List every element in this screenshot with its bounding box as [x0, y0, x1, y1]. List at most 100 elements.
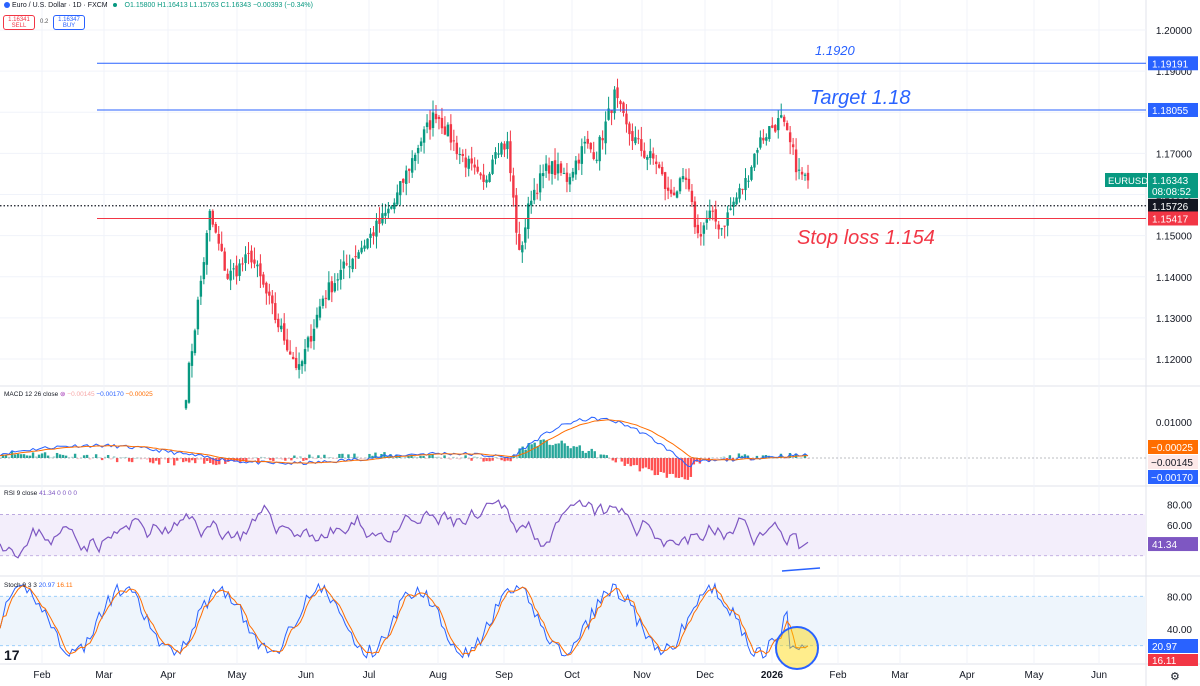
macd-histogram-bar: [593, 451, 596, 458]
macd-histogram-bar: [191, 458, 194, 461]
macd-legend[interactable]: MACD 12 26 close ⊚ −0.00145 −0.00170 −0.…: [4, 390, 153, 398]
macd-histogram-bar: [206, 458, 209, 461]
target-annotation: Target 1.18: [810, 87, 910, 109]
stoch-d-tag: 16.11: [1152, 656, 1177, 667]
candle-body: [217, 233, 220, 244]
candle-body: [744, 178, 747, 191]
macd-histogram-bar: [551, 445, 554, 458]
macd-histogram-bar: [106, 454, 110, 458]
level-annotation: 1.1920: [815, 43, 856, 58]
time-label: Apr: [160, 670, 176, 681]
candle-body: [470, 158, 473, 164]
candle-body: [768, 126, 771, 140]
macd-histogram-bar: [413, 456, 416, 458]
sell-button[interactable]: 1.16341 SELL: [3, 15, 35, 30]
macd-histogram-bar: [677, 458, 681, 478]
macd-histogram-bar: [94, 454, 98, 458]
candle-body: [610, 110, 613, 114]
candle-body: [583, 141, 586, 144]
candle-body: [458, 154, 461, 156]
candle-body: [184, 400, 188, 409]
macd-histogram-bar: [148, 458, 152, 463]
macd-histogram-bar: [356, 456, 359, 458]
macd-histogram-bar: [314, 458, 317, 460]
stoch-legend[interactable]: Stoch 9 3 3 20.97 16.11: [4, 582, 73, 589]
macd-histogram-bar: [632, 458, 635, 466]
macd-histogram-bar: [725, 458, 729, 461]
macd-histogram-bar: [782, 458, 786, 459]
macd-label: MACD 12 26 close: [4, 391, 59, 398]
macd-histogram-bar: [458, 458, 461, 460]
rsi-tag-bg: [1148, 537, 1198, 552]
candle-body: [604, 121, 607, 144]
macd-histogram-bar: [308, 454, 311, 458]
time-label: May: [228, 670, 247, 681]
macd-histogram-bar: [25, 455, 29, 458]
macd-histogram-bar: [374, 452, 377, 458]
price-pane: 1.1920 Target 1.18 Stop loss 1.154: [0, 43, 1146, 411]
macd-histogram-bar: [743, 454, 747, 458]
macd-histogram-bar: [103, 456, 107, 458]
candle-body: [601, 138, 604, 141]
macd-histogram-bar: [605, 455, 608, 458]
candle-body: [753, 153, 756, 168]
price-tick-label: 1.12000: [1156, 355, 1193, 366]
macd-histogram-bar: [386, 455, 389, 458]
macd-histogram-bar: [263, 457, 266, 458]
candle-body: [232, 268, 235, 270]
buy-button[interactable]: 1.16347 BUY: [53, 15, 85, 30]
candle-body: [390, 206, 393, 209]
candle-body: [729, 208, 732, 210]
macd-histogram-bar: [683, 458, 687, 480]
macd-histogram-bar: [410, 454, 413, 458]
macd-histogram-bar: [479, 458, 482, 459]
macd-histogram-bar: [37, 454, 41, 458]
macd-histogram-bar: [518, 448, 521, 458]
candle-body: [705, 219, 709, 223]
time-label: Mar: [95, 670, 113, 681]
candle-body: [684, 177, 688, 180]
macd-histogram-bar: [680, 458, 684, 478]
macd-histogram-bar: [245, 458, 248, 463]
status-dot-icon: [112, 3, 117, 8]
macd-histogram-bar: [509, 458, 512, 462]
candle-body: [649, 151, 652, 159]
macd-histogram-bar: [554, 443, 557, 458]
candle-body: [467, 158, 470, 169]
stoch-k-tag: 20.97: [1152, 642, 1177, 653]
candle-body: [711, 210, 714, 212]
candle-body: [443, 126, 447, 135]
candle-body: [693, 201, 697, 228]
candle-body: [396, 192, 399, 205]
target-price-tag-bg: [1148, 102, 1198, 117]
macd-histogram-bar: [626, 458, 629, 464]
macd-histogram-bar: [130, 458, 134, 463]
macd-histogram-bar: [22, 454, 26, 458]
buy-price: 1.16347: [58, 17, 80, 23]
macd-histogram-bar: [482, 458, 485, 462]
macd-histogram-bar: [674, 458, 678, 478]
time-label: 2026: [761, 670, 784, 681]
candle-body: [327, 282, 331, 300]
candle-body: [774, 125, 777, 132]
candle-body: [434, 113, 438, 120]
rsi-legend[interactable]: RSI 9 close 41.34 0 0 0 0: [4, 490, 77, 497]
time-label: Aug: [429, 670, 447, 681]
candle-body: [678, 178, 682, 192]
candle-body: [312, 328, 316, 342]
candle-body: [530, 200, 533, 206]
macd-histogram-bar: [389, 454, 392, 458]
candle-body: [723, 225, 726, 227]
candle-body: [714, 209, 717, 222]
macd-histogram-bar: [602, 454, 605, 458]
candle-body: [509, 141, 512, 174]
symbol-title[interactable]: Euro / U.S. Dollar · 1D · FXCM: [11, 2, 108, 9]
time-label: May: [1025, 670, 1044, 681]
candle-body: [485, 179, 488, 183]
candle-body: [333, 283, 337, 292]
macd-histogram-bar: [124, 456, 128, 458]
macd-histogram-bar: [362, 458, 365, 459]
candle-body: [339, 269, 342, 280]
macd-histogram-bar: [139, 458, 143, 460]
